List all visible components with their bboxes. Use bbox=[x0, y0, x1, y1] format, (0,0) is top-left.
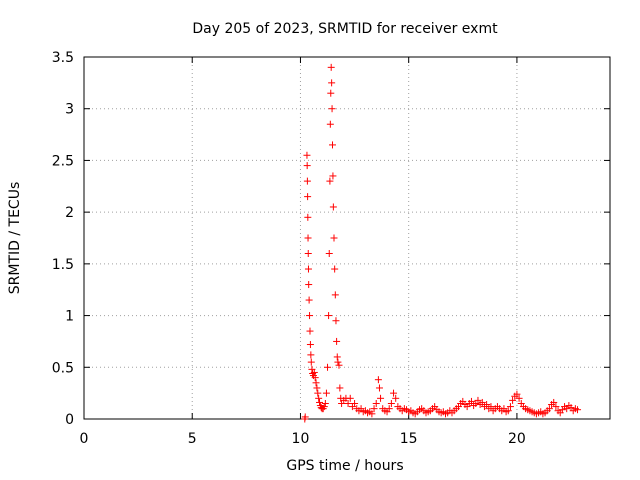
data-point bbox=[474, 396, 482, 404]
data-point bbox=[331, 265, 339, 273]
data-point bbox=[327, 89, 335, 97]
data-point bbox=[324, 363, 332, 371]
data-point bbox=[392, 394, 400, 402]
data-point bbox=[328, 105, 336, 113]
data-point bbox=[330, 234, 338, 242]
data-point bbox=[306, 341, 314, 349]
data-point bbox=[321, 399, 329, 407]
data-point bbox=[307, 351, 315, 359]
data-point bbox=[311, 374, 319, 382]
data-point bbox=[310, 368, 318, 376]
data-point bbox=[304, 213, 312, 221]
chart-title: Day 205 of 2023, SRMTID for receiver exm… bbox=[192, 21, 498, 37]
data-point bbox=[336, 384, 344, 392]
data-point bbox=[306, 327, 314, 335]
tick-labels: 0 5 10 15 20 0 0.5 1 1.5 2 2.5 3 3.5 bbox=[52, 50, 526, 447]
x-tick-label: 15 bbox=[400, 431, 418, 447]
data-point bbox=[304, 193, 312, 201]
data-point bbox=[305, 296, 313, 304]
data-point bbox=[372, 399, 380, 407]
data-point bbox=[346, 394, 354, 402]
data-point bbox=[325, 250, 333, 258]
data-point bbox=[335, 361, 343, 369]
plot-frame bbox=[83, 56, 611, 420]
data-point bbox=[385, 405, 393, 413]
y-axis-label: SRMTID / TECUs bbox=[7, 182, 23, 295]
x-tick-label: 10 bbox=[292, 431, 310, 447]
x-tick-label: 0 bbox=[80, 431, 89, 447]
data-point bbox=[344, 399, 352, 407]
data-point bbox=[314, 389, 322, 397]
data-point bbox=[574, 406, 582, 414]
data-point bbox=[328, 79, 336, 87]
y-tick-label: 1.5 bbox=[52, 257, 74, 273]
data-point bbox=[374, 376, 382, 384]
data-point bbox=[307, 358, 315, 366]
data-point bbox=[326, 120, 334, 128]
data-point bbox=[329, 172, 337, 180]
data-point bbox=[333, 353, 341, 361]
data-point bbox=[515, 394, 523, 402]
data-point bbox=[375, 384, 383, 392]
data-point bbox=[509, 396, 517, 404]
data-point bbox=[487, 403, 495, 411]
data-point bbox=[305, 281, 313, 289]
data-point bbox=[467, 397, 475, 405]
y-tick-label: 0 bbox=[65, 412, 74, 428]
data-point bbox=[303, 162, 311, 170]
data-point bbox=[377, 394, 385, 402]
data-point bbox=[316, 398, 324, 406]
x-tick-label: 5 bbox=[188, 431, 197, 447]
data-point bbox=[327, 63, 335, 71]
data-point bbox=[306, 312, 314, 320]
data-point bbox=[320, 403, 328, 411]
data-point bbox=[370, 405, 378, 413]
data-point bbox=[326, 177, 334, 185]
x-tick-label: 20 bbox=[508, 431, 526, 447]
data-point bbox=[328, 141, 336, 149]
data-point bbox=[333, 337, 341, 345]
data-point bbox=[387, 399, 395, 407]
data-point bbox=[550, 398, 558, 406]
data-series bbox=[301, 63, 582, 423]
data-point bbox=[552, 403, 560, 411]
data-point bbox=[304, 234, 312, 242]
data-point bbox=[304, 265, 312, 273]
data-point bbox=[351, 399, 359, 407]
data-point bbox=[315, 394, 323, 402]
data-point bbox=[303, 177, 311, 185]
data-point bbox=[331, 291, 339, 299]
data-point bbox=[483, 401, 491, 409]
y-tick-label: 3 bbox=[65, 102, 74, 118]
data-point bbox=[322, 389, 330, 397]
x-axis-label: GPS time / hours bbox=[286, 458, 403, 474]
data-point bbox=[303, 151, 311, 159]
y-tick-label: 1 bbox=[65, 309, 74, 325]
grid-lines bbox=[84, 57, 610, 419]
data-point bbox=[325, 312, 333, 320]
data-point bbox=[545, 405, 553, 413]
data-point bbox=[304, 250, 312, 258]
data-point bbox=[390, 389, 398, 397]
y-tick-label: 3.5 bbox=[52, 50, 74, 66]
y-tick-label: 2.5 bbox=[52, 153, 74, 169]
data-point bbox=[368, 410, 376, 418]
data-point bbox=[312, 379, 320, 387]
data-point bbox=[513, 390, 521, 398]
data-point bbox=[313, 384, 321, 392]
data-point bbox=[478, 398, 486, 406]
y-tick-label: 2 bbox=[65, 205, 74, 221]
axis-ticks bbox=[83, 56, 610, 420]
data-point bbox=[506, 403, 514, 411]
data-point bbox=[504, 407, 512, 415]
data-point bbox=[329, 203, 337, 211]
data-point bbox=[334, 358, 342, 366]
y-tick-label: 0.5 bbox=[52, 360, 74, 376]
data-point bbox=[332, 317, 340, 325]
data-point bbox=[301, 413, 309, 421]
